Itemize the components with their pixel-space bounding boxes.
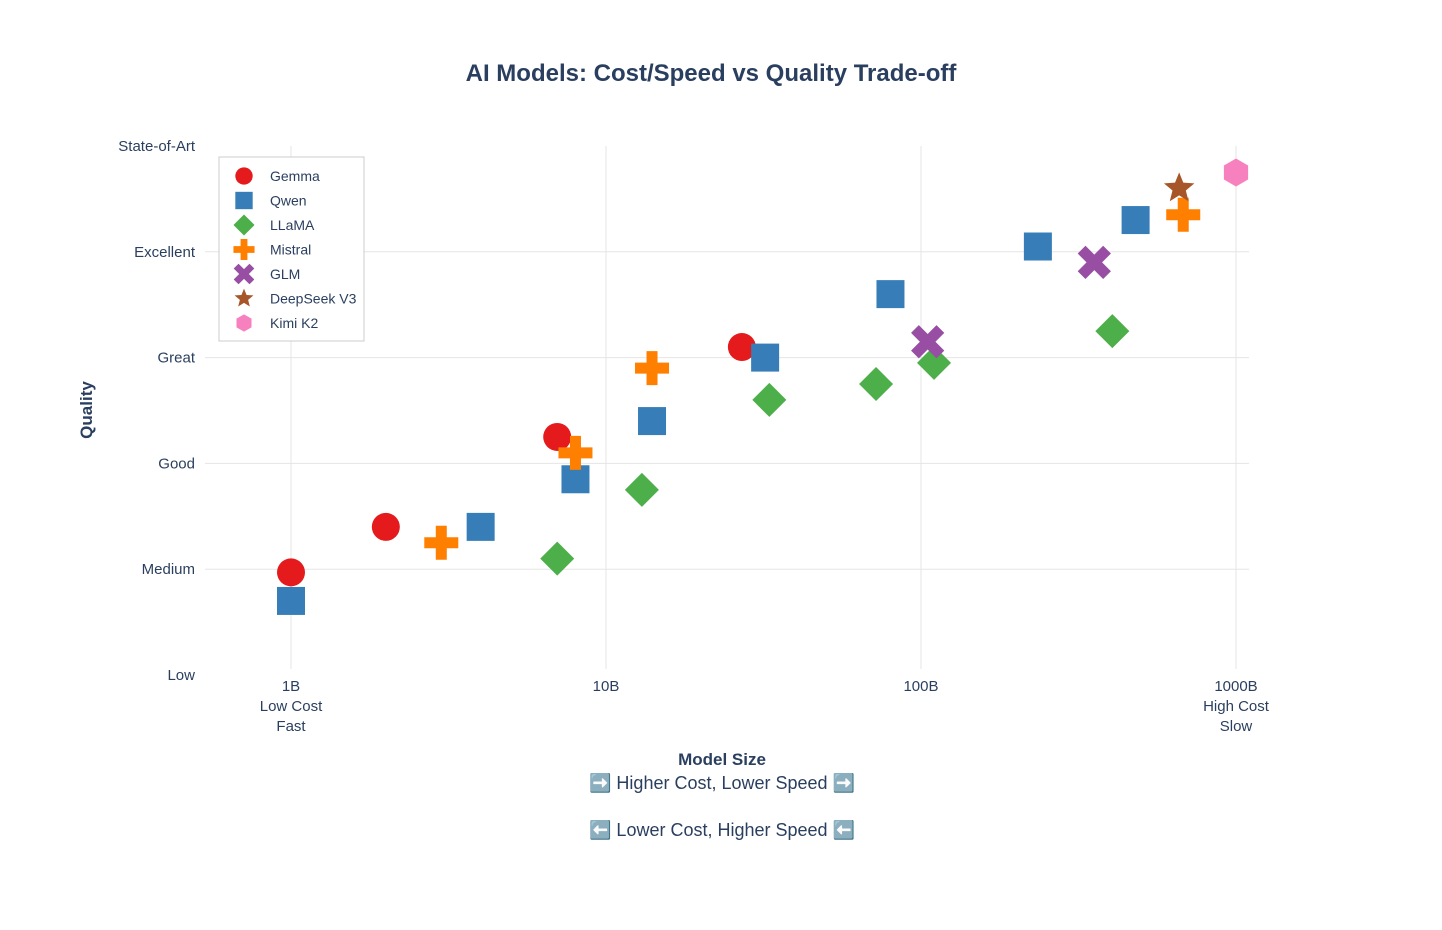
legend-marker-llama[interactable] [233,214,255,236]
x-tick-sublabel-low-cost: Low Cost [260,698,323,715]
point-qwen-5[interactable] [751,343,780,372]
legend-marker-deepseek-v3[interactable] [234,288,254,307]
point-llama-6[interactable] [1095,314,1130,349]
point-qwen-8[interactable] [1121,206,1150,235]
x-tick-label-100b: 100B [903,678,938,695]
legend-marker-glm[interactable] [228,258,260,290]
point-qwen-4[interactable] [638,407,667,436]
legend-marker-mistral[interactable] [233,238,255,261]
point-mistral-2[interactable] [558,435,593,470]
point-mistral-3[interactable] [635,351,670,386]
y-tick-label-excellent: Excellent [134,244,196,261]
point-llama-3[interactable] [752,382,787,417]
y-axis-title: Quality [77,381,96,439]
x-tick-label-1000b: 1000B [1214,678,1257,695]
legend-item-kimi-k2[interactable]: Kimi K2 [236,314,318,332]
x-axis-title: Model Size [678,750,766,769]
series-glm [902,237,1120,367]
chart-title: AI Models: Cost/Speed vs Quality Trade-o… [466,60,958,87]
point-qwen-3[interactable] [561,465,590,494]
point-gemma-1[interactable] [277,558,305,587]
legend-label-llama: LLaMA [270,217,315,233]
point-llama-2[interactable] [624,472,659,507]
annotation-higher-cost: ➡️ Higher Cost, Lower Speed ➡️ [589,772,855,793]
legend[interactable]: Gemma Qwen LLaMA Mistral GLM DeepSeek V3 Kimi … [218,156,365,342]
legend-item-mistral[interactable]: Mistral [233,238,311,261]
annotation-lower-cost: ⬅️ Lower Cost, Higher Speed ⬅️ [589,819,855,840]
point-llama-1[interactable] [540,541,575,576]
point-qwen-2[interactable] [466,512,495,541]
legend-label-qwen: Qwen [270,193,307,209]
x-axis-ticks: 1B Low Cost Fast 10B 100B 1000B High Cost Slow [260,678,1270,735]
point-llama-5[interactable] [917,345,952,380]
point-gemma-4[interactable] [727,333,756,362]
series-qwen [277,206,1150,615]
legend-marker-qwen[interactable] [235,191,253,210]
legend-marker-kimi-k2[interactable] [236,314,252,332]
series-gemma [277,333,756,587]
legend-item-glm[interactable]: GLM [228,258,300,290]
legend-item-llama[interactable]: LLaMA [233,214,315,236]
legend-label-kimi-k2: Kimi K2 [270,315,318,331]
y-tick-label-good: Good [158,455,195,472]
point-gemma-3[interactable] [543,422,572,451]
x-tick-sublabel-fast: Fast [276,718,306,735]
y-tick-label-medium: Medium [142,561,195,578]
series-kimi-k2 [1223,158,1249,187]
point-mistral-4[interactable] [1166,197,1201,232]
x-tick-sublabel-slow: Slow [1220,718,1253,735]
legend-marker-gemma[interactable] [235,167,253,185]
y-tick-label-state-of-art: State-of-Art [118,138,196,155]
x-tick-sublabel-high-cost: High Cost [1203,698,1270,715]
x-tick-label-1b: 1B [282,678,300,695]
y-axis-ticks: Low Medium Good Great Excellent State-of-Art [118,138,196,684]
series-llama [540,314,1130,576]
point-mistral-1[interactable] [424,525,459,560]
point-qwen-7[interactable] [1023,232,1052,261]
gridlines [205,146,1249,669]
legend-item-gemma[interactable]: Gemma [235,167,320,185]
point-qwen-1[interactable] [277,586,305,615]
series-deepseek-v3 [1163,172,1195,202]
y-tick-label-low: Low [167,667,195,684]
legend-label-glm: GLM [270,266,300,282]
legend-label-deepseek-v3: DeepSeek V3 [270,291,357,307]
legend-label-gemma: Gemma [270,168,320,184]
data-points [277,158,1249,615]
point-llama-4[interactable] [859,367,894,402]
point-deepseek-v3-1[interactable] [1163,172,1195,202]
point-qwen-6[interactable] [876,280,905,309]
series-mistral [424,197,1201,560]
legend-item-qwen[interactable]: Qwen [235,191,307,210]
point-glm-1[interactable] [902,316,953,367]
point-kimi-k2-1[interactable] [1223,158,1249,187]
legend-label-mistral: Mistral [270,242,311,258]
x-tick-label-10b: 10B [593,678,620,695]
y-tick-label-great: Great [157,350,195,367]
point-glm-2[interactable] [1069,237,1120,288]
legend-item-deepseek-v3[interactable]: DeepSeek V3 [234,288,357,307]
point-gemma-2[interactable] [371,512,400,541]
